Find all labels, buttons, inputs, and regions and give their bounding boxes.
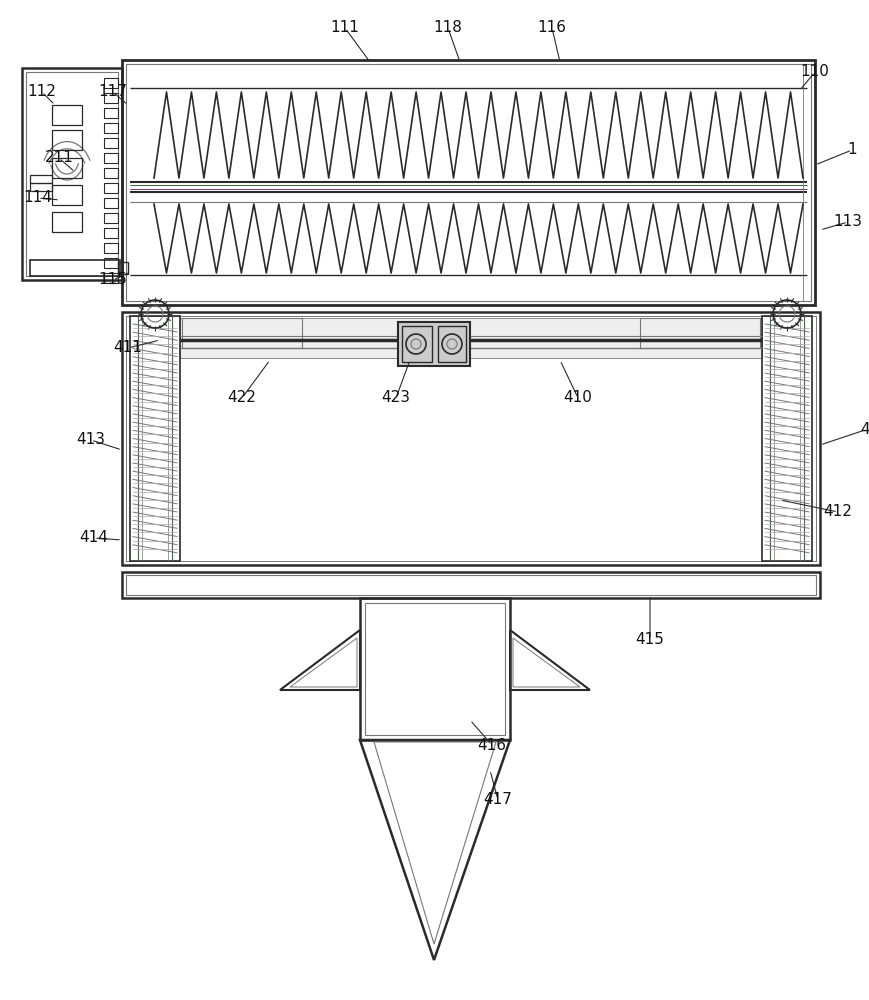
Bar	[52, 212, 82, 232]
Bar	[22, 68, 122, 280]
Bar	[130, 316, 180, 561]
Bar	[365, 603, 505, 735]
Text: 116: 116	[538, 20, 567, 35]
Bar	[26, 72, 118, 276]
Text: 410: 410	[564, 390, 593, 406]
Text: 422: 422	[228, 390, 256, 406]
Bar	[122, 572, 820, 598]
Bar	[30, 260, 120, 276]
Bar	[122, 312, 820, 565]
Text: 112: 112	[28, 85, 56, 100]
Bar	[762, 316, 812, 561]
Text: 117: 117	[98, 85, 128, 100]
Bar	[104, 183, 118, 193]
Text: 114: 114	[23, 190, 52, 206]
Text: 113: 113	[833, 215, 863, 230]
Bar	[104, 153, 118, 163]
Bar	[104, 213, 118, 223]
Text: 4: 4	[860, 422, 869, 438]
Text: 411: 411	[114, 340, 143, 356]
Bar	[104, 168, 118, 178]
Bar	[126, 316, 816, 561]
Bar	[104, 243, 118, 253]
Bar	[104, 78, 118, 88]
Text: 414: 414	[80, 530, 109, 546]
Bar	[104, 228, 118, 238]
Text: 111: 111	[330, 20, 360, 35]
Bar	[182, 318, 302, 348]
Text: 417: 417	[483, 792, 513, 808]
Bar	[104, 93, 118, 103]
Text: 115: 115	[98, 272, 128, 288]
Bar	[640, 318, 760, 348]
Bar	[104, 198, 118, 208]
Bar	[126, 64, 811, 301]
Bar	[104, 108, 118, 118]
Bar	[52, 158, 82, 178]
Text: 412: 412	[824, 504, 852, 520]
Bar	[104, 138, 118, 148]
Bar	[803, 64, 811, 301]
Text: 1: 1	[847, 142, 857, 157]
Bar	[52, 105, 82, 125]
Bar	[52, 185, 82, 205]
Bar	[398, 322, 470, 366]
Bar	[104, 123, 118, 133]
Bar	[438, 326, 466, 362]
Bar	[104, 273, 118, 283]
Text: 423: 423	[381, 390, 410, 406]
Bar	[360, 598, 510, 740]
Bar	[52, 130, 82, 150]
Text: 413: 413	[76, 432, 105, 448]
Text: 416: 416	[477, 738, 507, 752]
Bar	[402, 326, 432, 362]
Bar	[180, 318, 762, 358]
Text: 118: 118	[434, 20, 462, 35]
Bar	[126, 575, 816, 595]
Bar	[118, 262, 128, 274]
Bar	[30, 175, 52, 191]
Bar	[122, 60, 815, 305]
Text: 415: 415	[635, 633, 665, 648]
Text: 211: 211	[44, 150, 74, 165]
Text: 110: 110	[800, 64, 829, 80]
Bar	[104, 258, 118, 268]
